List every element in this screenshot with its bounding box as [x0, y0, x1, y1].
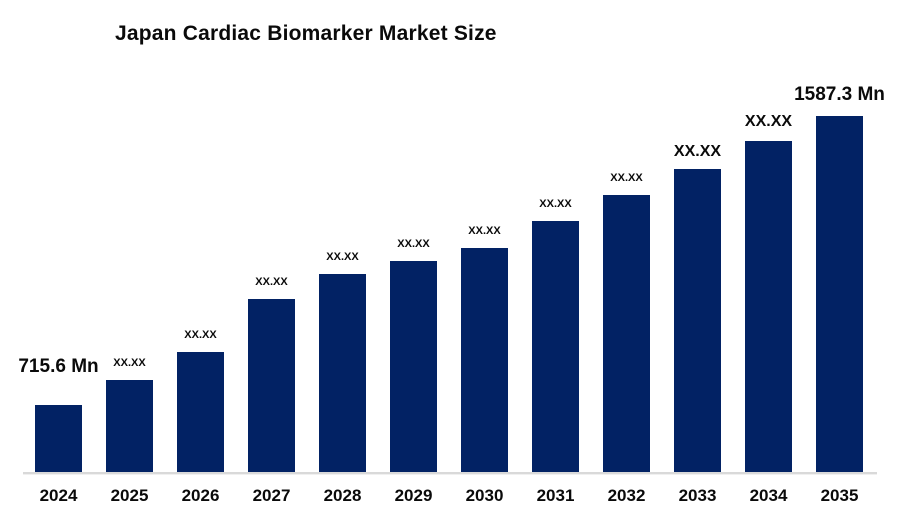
bar-value-label-2032: XX.XX [610, 172, 643, 184]
x-axis-tick-label-2032: 2032 [607, 486, 646, 505]
bar-2028 [319, 274, 366, 472]
bar-2030 [461, 248, 508, 472]
bar-2031 [532, 221, 579, 472]
bar-value-label-2034: XX.XX [744, 113, 793, 130]
x-axis-tick-label-2029: 2029 [394, 486, 433, 505]
bar-value-label-2035: 1587.3 Mn [794, 84, 885, 105]
x-axis-tick-label-2025: 2025 [110, 486, 149, 505]
x-axis-tick-label-2031: 2031 [536, 486, 575, 505]
bar-value-label-2031: XX.XX [539, 198, 572, 210]
x-axis-tick-label-2027: 2027 [252, 486, 291, 505]
bar-value-label-2026: XX.XX [184, 329, 217, 341]
bar-value-label-2033: XX.XX [673, 143, 722, 160]
x-axis-tick-label-2028: 2028 [323, 486, 362, 505]
bar-value-label-2027: XX.XX [255, 276, 288, 288]
x-axis-tick-label-2024: 2024 [39, 486, 78, 505]
bar-value-label-2030: XX.XX [468, 225, 501, 237]
bar-value-label-2025: XX.XX [113, 357, 146, 369]
bar-2024 [35, 405, 82, 472]
x-axis-tick-label-2026: 2026 [181, 486, 220, 505]
x-axis-tick-label-2030: 2030 [465, 486, 504, 505]
bar-value-label-2024: 715.6 Mn [18, 356, 99, 377]
bar-2033 [674, 169, 721, 472]
bar-2035 [816, 116, 863, 472]
x-axis-line [23, 472, 877, 474]
x-axis-tick-label-2035: 2035 [820, 486, 859, 505]
bar-2026 [177, 352, 224, 472]
bar-2027 [248, 299, 295, 472]
bar-value-label-2029: XX.XX [397, 238, 430, 250]
bar-2025 [106, 380, 153, 472]
bar-2032 [603, 195, 650, 472]
bar-value-label-2028: XX.XX [326, 251, 359, 263]
chart-title: Japan Cardiac Biomarker Market Size [115, 22, 497, 45]
bar-2029 [390, 261, 437, 472]
bar-2034 [745, 141, 792, 472]
x-axis-tick-label-2033: 2033 [678, 486, 717, 505]
x-axis-tick-label-2034: 2034 [749, 486, 788, 505]
